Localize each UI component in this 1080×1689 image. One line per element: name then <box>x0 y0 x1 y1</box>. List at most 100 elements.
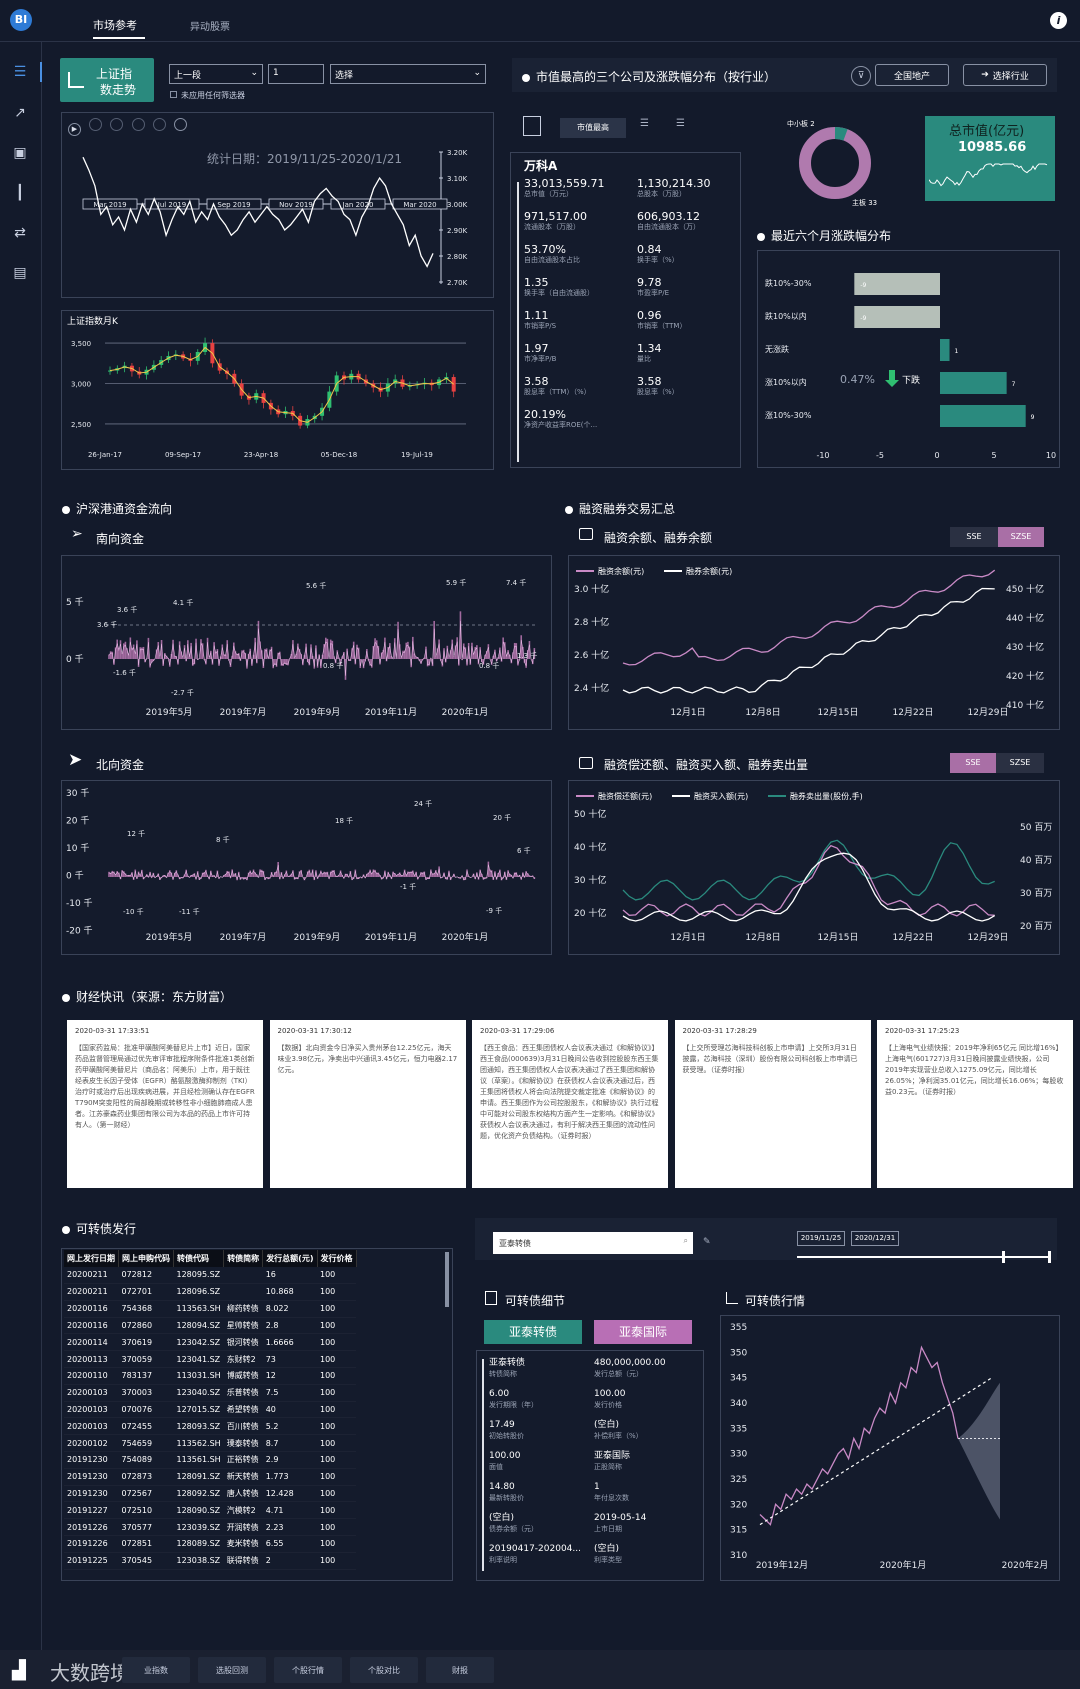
table-row[interactable]: 20200211 072701 128096.SZ 10.868 100 <box>64 1283 356 1301</box>
table-row[interactable]: 20200116 754368 113563.SH 柳药转债 8.022 100 <box>64 1300 356 1318</box>
column-header[interactable]: 转债代码 <box>173 1250 225 1267</box>
news-card[interactable]: 2020-03-31 17:29:06 【西王食品：西王集团债权人会议表决通过《和… <box>472 1020 668 1188</box>
y-tick-label: 335 <box>730 1424 747 1434</box>
cb-quote-chart: 355 350 345 340 335 330 325 320 315 310 2019年12月 20… <box>730 1323 1048 1571</box>
sse-button[interactable]: SSE <box>950 527 998 547</box>
app-logo[interactable]: BI <box>10 9 32 31</box>
table-row[interactable]: 20200113 370059 123041.SZ 东财转2 73 100 <box>64 1350 356 1369</box>
table-cell: 072812 <box>118 1266 174 1285</box>
table-row[interactable]: 20191226 072851 128089.SZ 麦米转债 6.55 100 <box>64 1535 356 1553</box>
filter-select-value: 选择 <box>335 71 354 81</box>
table-row[interactable]: 20200102 754659 113562.SH 璞泰转债 8.7 100 <box>64 1434 356 1453</box>
prev-icon[interactable] <box>131 118 145 131</box>
news-card[interactable]: 2020-03-31 17:30:12 【数据】北向资金今日净买入贵州茅台12.2… <box>269 1020 466 1188</box>
eraser-icon[interactable]: ✎ <box>703 1237 711 1247</box>
tab-unusual-stocks[interactable]: 异动股票 <box>190 22 230 33</box>
index-trend-card[interactable]: 上证指 数走势 <box>60 58 154 102</box>
table-row[interactable]: 20200110 783137 113031.SH 博威转债 12 100 <box>64 1367 356 1385</box>
news-card[interactable]: 2020-03-31 17:33:51 【国家药监局：批准甲磺酸阿美替尼片上市】近… <box>67 1020 263 1188</box>
column-header[interactable]: 发行总额(元) <box>262 1250 318 1267</box>
tab-market-ref[interactable]: 市场参考 <box>93 19 137 32</box>
cb-detail-panel <box>476 1350 704 1581</box>
column-header[interactable]: 发行价格 <box>317 1250 357 1267</box>
playback-controls[interactable]: ▶ <box>68 118 188 136</box>
table-row[interactable]: 20191227 072510 128090.SZ 汽模转2 4.71 100 <box>64 1501 356 1520</box>
month-label-box <box>206 198 262 210</box>
table-cell: 123040.SZ <box>173 1384 224 1402</box>
news-card[interactable]: 2020-03-31 17:28:29 【上交所受理芯海科技科创板上市申请】上交所… <box>674 1020 871 1188</box>
filter-checkbox[interactable] <box>170 91 177 98</box>
cb-table-scrollbar[interactable] <box>445 1252 449 1307</box>
tab-3[interactable]: ☰ <box>676 118 685 129</box>
last-icon[interactable] <box>173 118 187 131</box>
date-slider-handle-left[interactable] <box>1002 1251 1005 1263</box>
news-card[interactable]: 2020-03-31 17:25:23 【上海电气业绩快报：2019年净利65亿元… <box>877 1020 1073 1188</box>
table-row[interactable]: 20200116 072860 128094.SZ 星帅转债 2.8 100 <box>64 1317 356 1335</box>
info-icon[interactable]: i <box>1050 12 1067 29</box>
select-industry-button[interactable]: ➔ 选择行业 <box>963 64 1047 86</box>
table-row[interactable]: 20200103 072455 128093.SZ 百川转债 5.2 100 <box>64 1417 356 1436</box>
candle-icon[interactable]: ┃ <box>15 185 25 201</box>
table-cell: 73 <box>262 1350 317 1369</box>
table-row[interactable]: 20200114 370619 123042.SZ 银河转债 1.6666 100 <box>64 1333 356 1352</box>
bottom-tab[interactable]: 财报 <box>426 1657 494 1683</box>
flow-label: 8 千 <box>216 835 230 844</box>
row-label: 无涨跌 <box>765 344 789 354</box>
table-row[interactable]: 20191230 072567 128092.SZ 唐人转债 12.428 100 <box>64 1485 356 1503</box>
table-cell: 20200103 <box>64 1384 119 1402</box>
bottom-tab[interactable]: 个股行情 <box>274 1657 342 1683</box>
report-icon[interactable]: ☰ <box>13 64 27 80</box>
table-row[interactable]: 20191226 370577 123039.SZ 开润转债 2.23 100 <box>64 1518 356 1537</box>
pause-icon[interactable] <box>89 118 103 131</box>
bottom-tab[interactable]: 业指数 <box>122 1657 190 1683</box>
column-header[interactable]: 网上发行日期 <box>64 1250 119 1267</box>
chart-icon[interactable]: ▣ <box>13 145 27 161</box>
x-tick-label: 2019年5月 <box>146 931 193 943</box>
bottom-tab[interactable]: 选股回测 <box>198 1657 266 1683</box>
date-from[interactable]: 2019/11/25 <box>797 1231 845 1246</box>
filter-select[interactable]: 选择 ⌄ <box>330 64 486 84</box>
tab-top-market-value[interactable]: 市值最高 <box>560 118 626 138</box>
tab-2[interactable]: ☰ <box>640 118 649 129</box>
next-icon[interactable] <box>152 118 166 131</box>
metric-divider <box>517 182 519 462</box>
column-header[interactable]: 网上申购代码 <box>118 1250 174 1267</box>
table-row[interactable]: 20200103 070076 127015.SZ 希望转债 40 100 <box>64 1401 356 1419</box>
table-cell: 东财转2 <box>223 1350 263 1369</box>
number-input[interactable]: 1 <box>268 64 324 84</box>
short-sell-volume-line <box>622 839 995 901</box>
table-row[interactable]: 20200211 072812 128095.SZ 16 100 <box>64 1266 356 1285</box>
table-cell: 100 <box>317 1266 356 1285</box>
table-row[interactable]: 20191230 754089 113561.SH 正裕转债 2.9 100 <box>64 1451 356 1469</box>
filter-icon[interactable]: ⊽ <box>851 66 871 86</box>
y-tick-label: 2.80K <box>447 253 468 261</box>
exchange-icon[interactable]: ⇄ <box>14 225 26 241</box>
table-row[interactable]: 20200103 370003 123040.SZ 乐普转债 7.5 100 <box>64 1384 356 1402</box>
company-metric: 1.11 市销率P/S <box>524 309 556 331</box>
szse-button[interactable]: SZSE <box>998 527 1044 547</box>
date-slider-track[interactable] <box>797 1256 1051 1258</box>
date-to[interactable]: 2020/12/31 <box>851 1231 899 1246</box>
date-slider-handle-right[interactable] <box>1048 1251 1051 1263</box>
period-select[interactable]: 上一段 ⌄ <box>169 64 263 84</box>
column-header[interactable]: 转债简称 <box>223 1250 264 1267</box>
table-row[interactable]: 20191230 072873 128091.SZ 新天转债 1.773 100 <box>64 1468 356 1486</box>
trend-icon[interactable]: ↗ <box>14 105 26 121</box>
cb-detail-tab-stock[interactable]: 亚泰国际 <box>594 1320 692 1344</box>
table-row[interactable]: 20191225 370545 123038.SZ 联得转债 2 100 <box>64 1552 356 1570</box>
x-tick-label: 2020年1月 <box>880 1559 927 1571</box>
szse-button[interactable]: SZSE <box>996 753 1044 773</box>
south-flow-panel <box>61 555 552 730</box>
first-icon[interactable] <box>110 118 124 131</box>
estate-button[interactable]: 全国地产 <box>875 64 949 86</box>
document-icon[interactable] <box>523 116 541 136</box>
bar-value: 9 <box>1031 414 1035 421</box>
bottom-tab[interactable]: 个股对比 <box>350 1657 418 1683</box>
flow-label: 5.6 千 <box>306 581 326 590</box>
table-cell: 20200102 <box>64 1434 119 1453</box>
play-icon[interactable]: ▶ <box>68 123 81 136</box>
cb-search-input[interactable]: 亚泰转债 ⌕ <box>493 1232 693 1254</box>
cb-detail-tab-bond[interactable]: 亚泰转债 <box>484 1320 582 1344</box>
document-icon[interactable]: ▤ <box>13 265 27 281</box>
sse-button[interactable]: SSE <box>950 753 996 773</box>
